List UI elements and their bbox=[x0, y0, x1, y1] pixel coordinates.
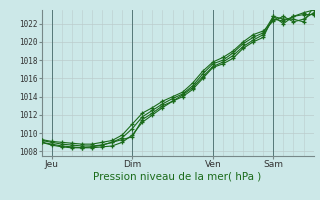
X-axis label: Pression niveau de la mer( hPa ): Pression niveau de la mer( hPa ) bbox=[93, 172, 262, 182]
